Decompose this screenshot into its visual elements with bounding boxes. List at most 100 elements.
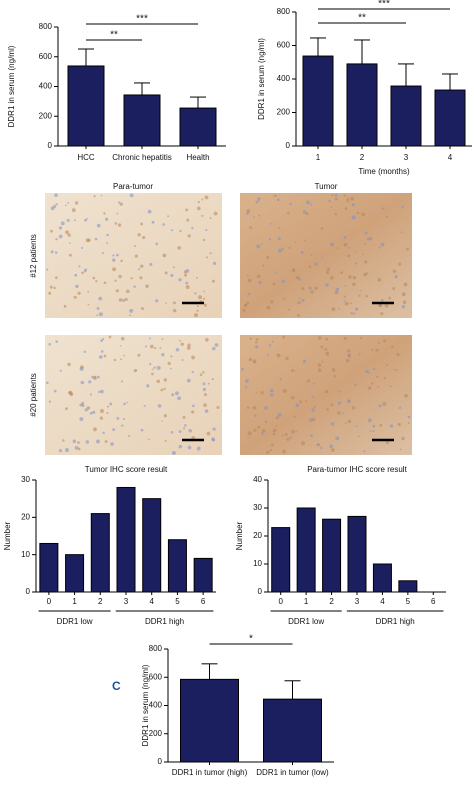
tissue-texture: [293, 415, 296, 418]
tissue-texture: [129, 193, 134, 198]
tissue-texture: [354, 250, 357, 253]
tissue-texture: [92, 410, 96, 414]
tissue-texture: [118, 274, 122, 279]
tissue-texture: [184, 424, 187, 427]
x-tick-label: HCC: [77, 153, 95, 162]
bar: [142, 498, 162, 593]
bar: [390, 85, 422, 147]
x-tick-label: 4: [380, 597, 385, 606]
tissue-texture: [365, 370, 369, 374]
tissue-texture: [249, 226, 253, 229]
group-label: DDR1 high: [376, 617, 415, 626]
tissue-texture: [270, 393, 274, 397]
tissue-texture: [349, 302, 352, 305]
tissue-texture: [380, 242, 385, 247]
tissue-texture: [333, 375, 337, 378]
tissue-texture: [272, 282, 276, 286]
y-axis-label: DDR1 in serum (ng/ml): [141, 664, 150, 746]
tissue-texture: [48, 400, 51, 403]
tissue-texture: [344, 301, 349, 306]
y-tick-label: 10: [253, 559, 262, 568]
tissue-texture: [300, 250, 304, 254]
tissue-texture: [205, 228, 208, 232]
tissue-texture: [74, 201, 79, 205]
tissue-texture: [112, 258, 116, 262]
tissue-texture: [378, 404, 382, 408]
tissue-texture: [254, 414, 257, 417]
tissue-texture: [71, 208, 76, 213]
tissue-texture: [384, 303, 389, 308]
tissue-texture: [282, 388, 287, 393]
tissue-texture: [85, 238, 90, 243]
tissue-texture: [197, 206, 201, 211]
bar: [346, 63, 378, 147]
tissue-texture: [261, 428, 266, 433]
tissue-texture: [53, 286, 56, 290]
tissue-texture: [137, 268, 141, 271]
bar: [90, 513, 110, 593]
tissue-texture: [276, 198, 280, 202]
tissue-texture: [271, 340, 274, 343]
tissue-texture: [151, 368, 154, 371]
y-tick-label: 600: [277, 41, 291, 50]
tissue-texture: [58, 448, 63, 453]
tissue-texture: [334, 290, 339, 295]
tissue-texture: [314, 262, 318, 266]
y-axis-label: Number: [3, 521, 12, 550]
tissue-texture: [338, 307, 341, 310]
tissue-texture: [369, 237, 373, 241]
tissue-texture: [392, 287, 396, 290]
tissue-texture: [81, 271, 84, 275]
tissue-texture: [344, 284, 347, 287]
tissue-texture: [399, 448, 402, 451]
tissue-texture: [196, 309, 199, 312]
x-tick-label: 4: [448, 153, 453, 162]
tissue-texture: [102, 338, 105, 341]
column-title: Para-tumor: [113, 182, 153, 191]
tissue-texture: [194, 313, 198, 318]
tissue-texture: [402, 300, 407, 305]
tissue-texture: [146, 384, 150, 388]
tissue-texture: [276, 353, 281, 358]
tissue-texture: [310, 290, 314, 294]
tissue-texture: [202, 382, 206, 386]
tissue-texture: [253, 216, 256, 218]
tissue-texture: [388, 296, 391, 300]
tissue-texture: [301, 441, 305, 446]
tissue-texture: [114, 222, 118, 225]
significance-label: ***: [136, 14, 148, 25]
tissue-texture: [370, 348, 374, 351]
tissue-texture: [102, 431, 105, 435]
tissue-texture: [275, 416, 279, 420]
tissue-texture: [291, 430, 295, 434]
tissue-texture: [382, 207, 385, 210]
tissue-texture: [55, 340, 59, 343]
bar: [347, 515, 367, 593]
tissue-texture: [96, 314, 99, 317]
panel-label: C: [112, 679, 121, 693]
tissue-texture: [253, 360, 256, 364]
tissue-texture: [212, 346, 216, 351]
tissue-texture: [249, 337, 253, 340]
tissue-texture: [170, 273, 174, 278]
tissue-texture: [116, 253, 119, 257]
tissue-texture: [198, 295, 203, 300]
tissue-texture: [171, 393, 175, 397]
tissue-texture: [104, 440, 108, 443]
tissue-texture: [330, 422, 335, 426]
tissue-texture: [55, 203, 58, 206]
tissue-texture: [325, 337, 329, 341]
x-tick-label: 0: [278, 597, 283, 606]
tissue-texture: [75, 284, 79, 289]
tissue-texture: [204, 195, 209, 200]
tissue-texture: [202, 371, 205, 374]
tissue-texture: [359, 336, 362, 339]
tissue-texture: [320, 446, 323, 450]
tissue-texture: [324, 347, 328, 351]
tissue-texture: [213, 211, 218, 216]
tissue-texture: [331, 368, 336, 372]
tissue-texture: [122, 299, 126, 302]
y-tick-label: 400: [39, 82, 53, 91]
y-tick-label: 20: [253, 531, 262, 540]
tissue-texture: [155, 242, 159, 246]
